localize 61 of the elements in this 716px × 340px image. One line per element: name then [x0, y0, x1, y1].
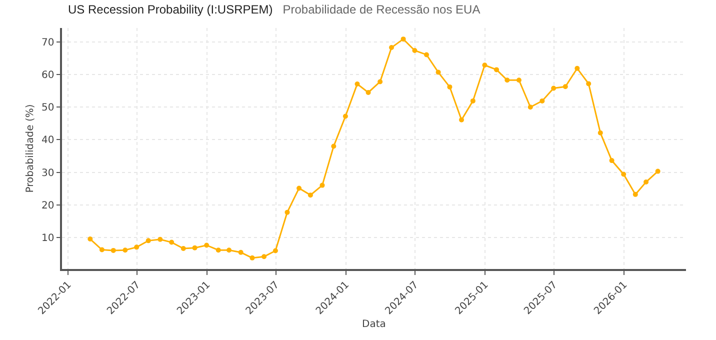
chart-subtitle: Probabilidade de Recessão nos EUA	[282, 2, 480, 16]
point	[204, 242, 210, 248]
point	[158, 236, 163, 242]
point	[644, 180, 649, 185]
y-tick-label: 10	[42, 232, 54, 244]
y-tick-label: 20	[42, 200, 54, 212]
point	[400, 36, 406, 42]
point	[494, 67, 500, 72]
y-tick-label: 70	[42, 38, 54, 48]
point	[470, 98, 476, 104]
point	[632, 192, 638, 197]
point	[320, 182, 325, 188]
point	[262, 254, 267, 260]
point	[284, 210, 290, 215]
point	[482, 62, 488, 68]
point	[562, 84, 568, 90]
point	[308, 192, 313, 198]
point	[122, 248, 128, 253]
point	[366, 90, 371, 95]
chart-title: US Recession Probability (I:USRPEM)	[68, 2, 273, 16]
point	[99, 247, 104, 252]
point	[621, 172, 626, 177]
point	[331, 144, 336, 149]
point	[216, 248, 221, 253]
point	[88, 236, 93, 242]
point	[110, 248, 116, 253]
point	[586, 81, 592, 86]
point	[424, 52, 430, 58]
point	[516, 78, 522, 83]
y-axis-title: Probabilidade (%)	[25, 104, 36, 193]
point	[389, 45, 394, 50]
point	[180, 246, 186, 251]
point	[342, 114, 348, 119]
point	[226, 248, 232, 253]
y-tick-label: 60	[42, 70, 54, 82]
point	[169, 240, 174, 245]
point	[250, 255, 255, 260]
point	[134, 244, 140, 250]
point	[528, 104, 533, 110]
y-tick-label: 40	[42, 135, 54, 146]
point	[504, 78, 510, 83]
point	[378, 79, 383, 84]
point	[574, 66, 580, 71]
point	[296, 186, 302, 191]
x-axis-title: Data	[362, 318, 386, 330]
point	[272, 248, 278, 254]
point	[238, 250, 244, 255]
point	[447, 84, 452, 90]
point	[655, 168, 660, 174]
point	[354, 82, 360, 87]
point	[436, 70, 441, 75]
point	[609, 158, 614, 164]
y-tick-label: 50	[42, 102, 54, 114]
point	[146, 238, 151, 244]
point	[192, 245, 198, 250]
point	[598, 130, 603, 136]
y-tick-label: 30	[42, 168, 54, 179]
point	[540, 98, 545, 104]
point	[412, 48, 418, 53]
point	[551, 86, 556, 91]
point	[459, 117, 464, 122]
